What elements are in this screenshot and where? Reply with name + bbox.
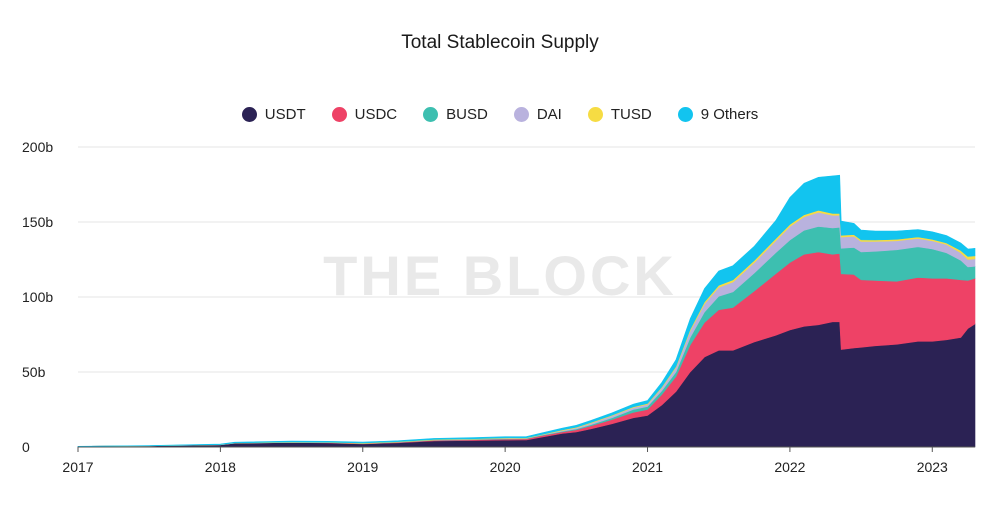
legend-label: USDT (264, 106, 306, 123)
series-areas (77, 174, 976, 448)
legend-item-others[interactable]: 9 Others (677, 106, 759, 123)
x-tick-label: 2019 (347, 459, 378, 475)
y-tick-label: 200b (22, 139, 53, 155)
y-tick-label: 0 (22, 439, 30, 455)
legend-item-dai[interactable]: DAI (513, 106, 562, 123)
x-tick-label: 2023 (917, 459, 948, 475)
chart-title: Total Stablecoin Supply (401, 32, 599, 53)
x-tick-label: 2018 (205, 459, 236, 475)
legend-swatch-icon (331, 107, 347, 122)
y-tick-label: 150b (22, 214, 53, 230)
legend-item-tusd[interactable]: TUSD (587, 106, 652, 123)
x-tick-label: 2021 (632, 459, 663, 475)
x-tick-label: 2020 (490, 459, 521, 475)
series-area-9-others[interactable] (77, 174, 976, 447)
y-axis-ticks: 0 50b 100b 150b 200b (22, 139, 53, 455)
legend-label: 9 Others (700, 106, 759, 123)
x-axis-ticks: 2017 2018 2019 2020 2021 2022 2023 (62, 447, 948, 475)
legend-swatch-icon (587, 107, 603, 122)
legend-swatch-icon (241, 107, 257, 122)
legend: USDT USDC BUSD DAI TUSD 9 Others (0, 106, 1000, 123)
legend-swatch-icon (513, 107, 529, 122)
legend-label: BUSD (446, 106, 488, 123)
y-tick-label: 50b (22, 364, 46, 380)
legend-label: TUSD (610, 106, 652, 123)
legend-item-busd[interactable]: BUSD (423, 106, 488, 123)
x-tick-label: 2022 (774, 459, 805, 475)
watermark: THE BLOCK (323, 244, 677, 307)
x-tick-label: 2017 (62, 459, 93, 475)
legend-label: DAI (536, 106, 562, 123)
legend-item-usdt[interactable]: USDT (241, 106, 306, 123)
legend-item-usdc[interactable]: USDC (331, 106, 398, 123)
y-tick-label: 100b (22, 289, 53, 305)
legend-swatch-icon (677, 107, 693, 122)
legend-label: USDC (354, 106, 398, 123)
legend-swatch-icon (423, 107, 439, 122)
